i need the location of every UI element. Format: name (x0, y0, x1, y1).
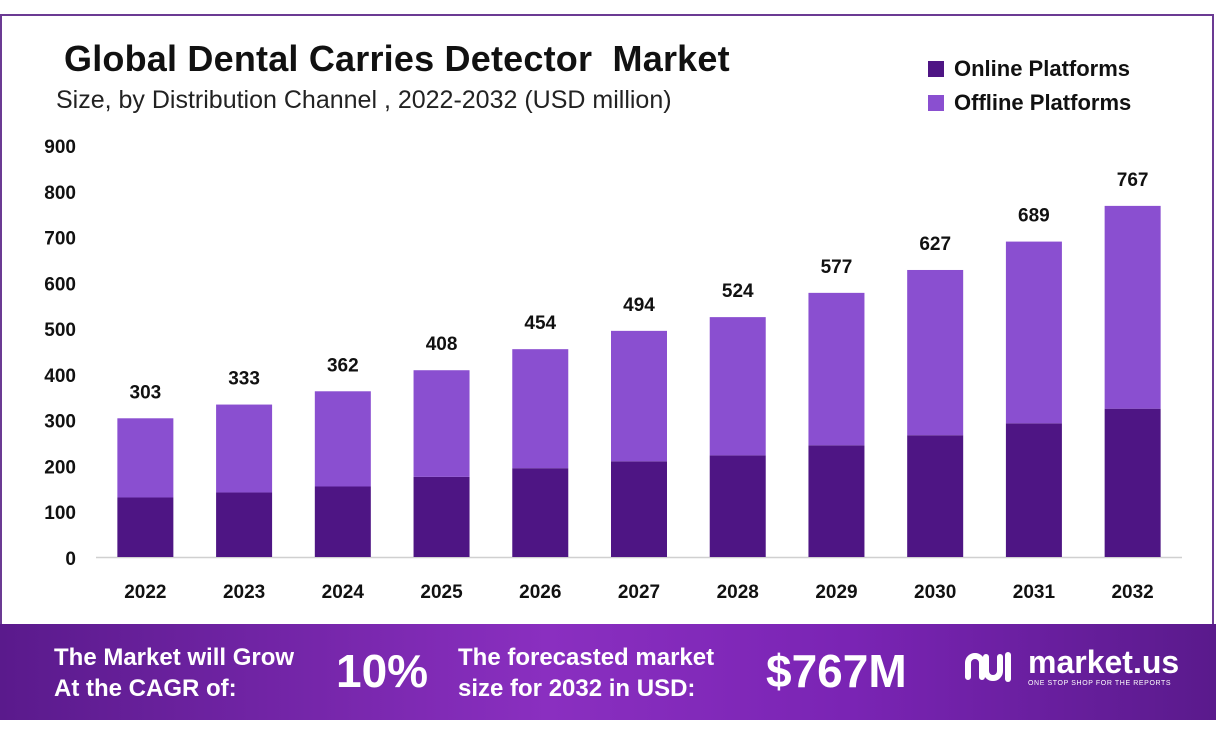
bar-online (117, 497, 174, 557)
x-tick-label: 2023 (223, 582, 265, 603)
bar-total-label: 627 (919, 234, 951, 255)
x-tick-label: 2026 (519, 582, 561, 603)
bar-offline (117, 418, 174, 498)
bar-total-label: 767 (1117, 170, 1149, 191)
bar-online (611, 461, 667, 557)
bar-online (907, 435, 964, 557)
legend-swatch-online (928, 61, 944, 77)
bar-offline (611, 330, 667, 462)
bar-online (808, 445, 865, 557)
x-tick-label: 2030 (914, 582, 956, 603)
x-tick-label: 2027 (618, 582, 660, 603)
bar-online (1104, 408, 1161, 557)
bar-offline (512, 349, 569, 469)
bar-total-label: 577 (821, 257, 853, 278)
cagr-value: 10% (336, 645, 429, 697)
bar-offline (1005, 241, 1062, 424)
chart-legend: Online Platforms Offline Platforms (928, 52, 1131, 120)
legend-label-offline: Offline Platforms (954, 90, 1132, 115)
logo-name: market.us (1028, 644, 1180, 680)
legend-swatch-offline (928, 95, 944, 111)
bar-total-label: 454 (524, 313, 556, 334)
legend-label-online: Online Platforms (954, 56, 1131, 81)
bar-offline (709, 317, 766, 456)
y-tick-label: 700 (44, 229, 76, 250)
bar-offline (216, 404, 273, 493)
stacked-bar-chart: 0 100 200 300 400 500 600 700 800 900 303 2022 333 20… (44, 137, 1182, 603)
market-us-logo: market.us ONE STOP SHOP FOR THE REPORTS (962, 646, 1179, 687)
y-tick-label: 900 (44, 137, 76, 158)
summary-banner: The Market will Grow At the CAGR of: 10%… (0, 624, 1216, 720)
forecast-label: The forecasted market size for 2032 in U… (458, 644, 715, 702)
bar-online (709, 455, 766, 557)
y-tick-label: 400 (44, 366, 76, 387)
y-tick-label: 300 (44, 412, 76, 433)
x-tick-label: 2031 (1013, 582, 1056, 603)
y-tick-label: 600 (44, 274, 76, 295)
x-tick-label: 2025 (420, 582, 463, 603)
bar-total-label: 303 (130, 382, 162, 403)
bar-offline (907, 269, 964, 436)
x-tick-label: 2022 (124, 582, 166, 603)
legend-item-online: Online Platforms (928, 52, 1131, 86)
y-tick-label: 800 (44, 183, 76, 204)
legend-item-offline: Offline Platforms (928, 86, 1131, 120)
y-tick-label: 500 (44, 320, 76, 341)
x-tick-label: 2032 (1111, 582, 1153, 603)
bar-total-label: 362 (327, 355, 359, 376)
y-tick-label: 0 (65, 549, 76, 570)
bar-offline (314, 391, 371, 487)
bar-online (216, 492, 273, 557)
y-tick-label: 200 (44, 457, 76, 478)
x-tick-label: 2024 (322, 582, 365, 603)
bar-offline (808, 292, 865, 446)
chart-title: Global Dental Carries Detector Market (64, 38, 730, 79)
bar-online (1005, 423, 1062, 557)
bar-online (512, 468, 569, 557)
logo-tagline: ONE STOP SHOP FOR THE REPORTS (1028, 680, 1172, 687)
cagr-label: The Market will Grow At the CAGR of: (54, 644, 295, 702)
x-tick-label: 2028 (717, 582, 759, 603)
chart-subtitle: Size, by Distribution Channel , 2022-203… (56, 86, 672, 114)
forecast-value: $767M (766, 645, 907, 697)
bar-offline (413, 370, 470, 477)
bar-total-label: 408 (426, 334, 458, 355)
bar-online (314, 486, 371, 557)
bar-total-label: 689 (1018, 206, 1050, 227)
bar-offline (1104, 205, 1161, 409)
bar-total-label: 494 (623, 295, 655, 316)
bar-online (413, 476, 470, 557)
y-tick-label: 100 (44, 503, 76, 524)
bar-total-label: 333 (228, 369, 260, 390)
market-us-logo-icon (965, 651, 1011, 682)
x-tick-label: 2029 (815, 582, 857, 603)
bar-total-label: 524 (722, 281, 754, 302)
